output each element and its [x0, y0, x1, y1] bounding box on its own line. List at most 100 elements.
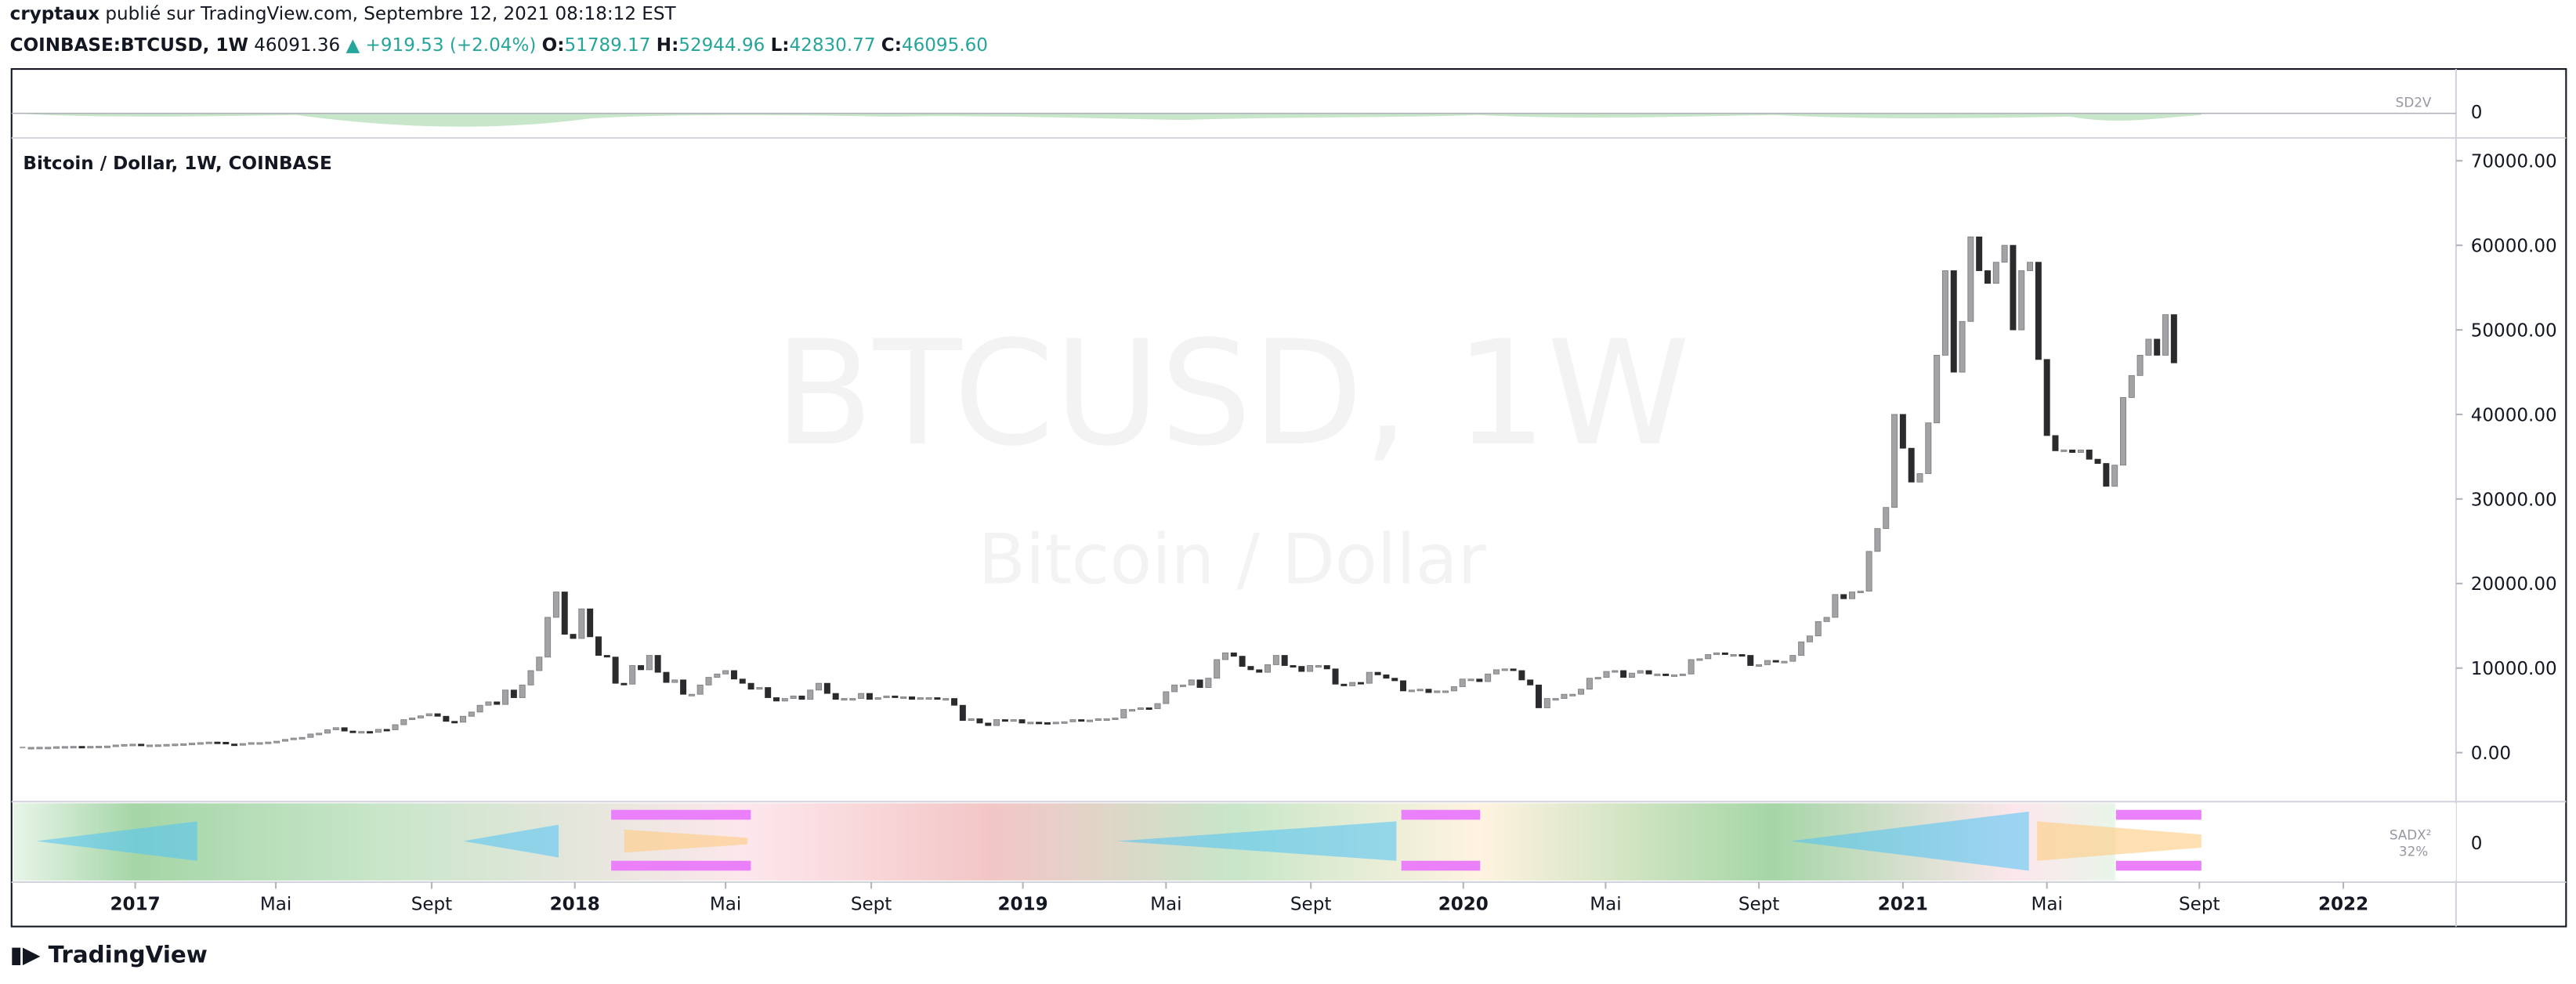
candle [1298, 666, 1305, 672]
candle [798, 695, 805, 700]
x-tick-label: Sept [851, 895, 892, 915]
brand: TradingView [49, 942, 208, 968]
high: 52944.96 [678, 35, 765, 56]
candle [1459, 678, 1466, 687]
candle [443, 715, 450, 722]
x-tick-label: 2019 [998, 895, 1048, 915]
candle [112, 744, 119, 747]
candle [1688, 659, 1695, 675]
candle [281, 739, 288, 742]
candle [1984, 270, 1991, 284]
candle [248, 742, 255, 745]
candle [290, 737, 297, 740]
candle [1501, 668, 1508, 671]
candle [1620, 670, 1627, 678]
candle [1941, 270, 1948, 356]
candle [307, 733, 314, 738]
candle [1849, 591, 1855, 599]
y-tick-label: 50000.00 [2471, 320, 2557, 341]
candle [103, 745, 110, 748]
candle [298, 736, 306, 740]
candle [1018, 719, 1026, 724]
symbol: COINBASE:BTCUSD, 1W [10, 35, 248, 56]
candle [2069, 449, 2076, 453]
candle [510, 689, 517, 698]
x-tick-label: 2018 [550, 895, 600, 915]
candle [70, 746, 77, 749]
candle [1628, 672, 1635, 678]
candle [959, 704, 966, 722]
candle [1536, 684, 1542, 708]
candle [1434, 690, 1441, 693]
candle [1603, 671, 1610, 678]
candle [1087, 719, 1094, 722]
x-tick-label: Sept [1738, 895, 1779, 915]
candle [561, 591, 568, 635]
candle [1586, 678, 1593, 690]
candle [1798, 641, 1805, 656]
candle [138, 743, 145, 747]
y-tick-label: 20000.00 [2471, 574, 2557, 595]
candle [1594, 677, 1601, 680]
candle [536, 657, 543, 671]
candle [1222, 652, 1228, 660]
candle [476, 704, 483, 713]
candle [1264, 664, 1272, 673]
candle [2010, 244, 2017, 331]
candle [654, 655, 661, 673]
candle [358, 731, 365, 734]
close: 46095.60 [902, 35, 988, 56]
candle [1036, 722, 1043, 725]
candle [1340, 683, 1348, 686]
candle [36, 747, 43, 750]
candle [425, 713, 432, 717]
candle [696, 684, 704, 695]
candle [96, 746, 103, 748]
sadx-markers [2115, 860, 2202, 871]
candle [87, 746, 94, 749]
candle [1679, 673, 1686, 676]
author: cryptaux [10, 4, 100, 24]
candle [908, 696, 915, 700]
candle [790, 695, 797, 700]
candle [545, 617, 552, 658]
candle [1654, 673, 1661, 676]
candle [917, 697, 924, 700]
candle [2119, 396, 2126, 466]
candle [942, 698, 950, 701]
candle [163, 743, 170, 747]
candle [1103, 718, 1110, 722]
low-label: L: [771, 35, 790, 56]
candle [714, 673, 721, 678]
candle [2145, 338, 2152, 356]
candle [2154, 338, 2161, 356]
candle [1730, 654, 1737, 657]
candle [570, 634, 577, 639]
candle [1721, 652, 1728, 655]
candle [1832, 594, 1839, 618]
candle [1747, 655, 1754, 666]
x-tick-label: 2022 [2318, 895, 2368, 915]
candle [332, 727, 339, 730]
sadx-markers [2115, 809, 2202, 820]
x-tick-label: Sept [411, 895, 452, 915]
candle [993, 719, 1000, 726]
y-tick-label: 0.00 [2471, 743, 2511, 764]
sadx-markers [611, 809, 751, 820]
candle [2060, 449, 2068, 452]
candle [2027, 262, 2034, 271]
candle [823, 682, 830, 694]
candle [1857, 591, 1864, 594]
candle [1349, 682, 1356, 686]
candle [223, 741, 230, 745]
candle [1756, 664, 1763, 667]
candle [1400, 680, 1407, 692]
candle [1899, 414, 1906, 449]
published: publié sur TradingView.com, Septembre 12… [105, 4, 676, 24]
candle [1518, 670, 1525, 681]
y-tick-label: 10000.00 [2471, 659, 2557, 679]
candle [2136, 355, 2144, 376]
candle [1357, 682, 1364, 685]
candle [849, 698, 856, 701]
candle [985, 722, 992, 726]
